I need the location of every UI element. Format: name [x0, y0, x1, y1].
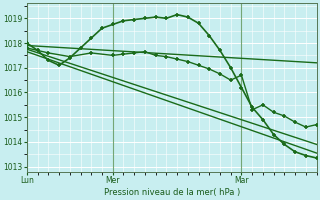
X-axis label: Pression niveau de la mer( hPa ): Pression niveau de la mer( hPa ) [104, 188, 240, 197]
